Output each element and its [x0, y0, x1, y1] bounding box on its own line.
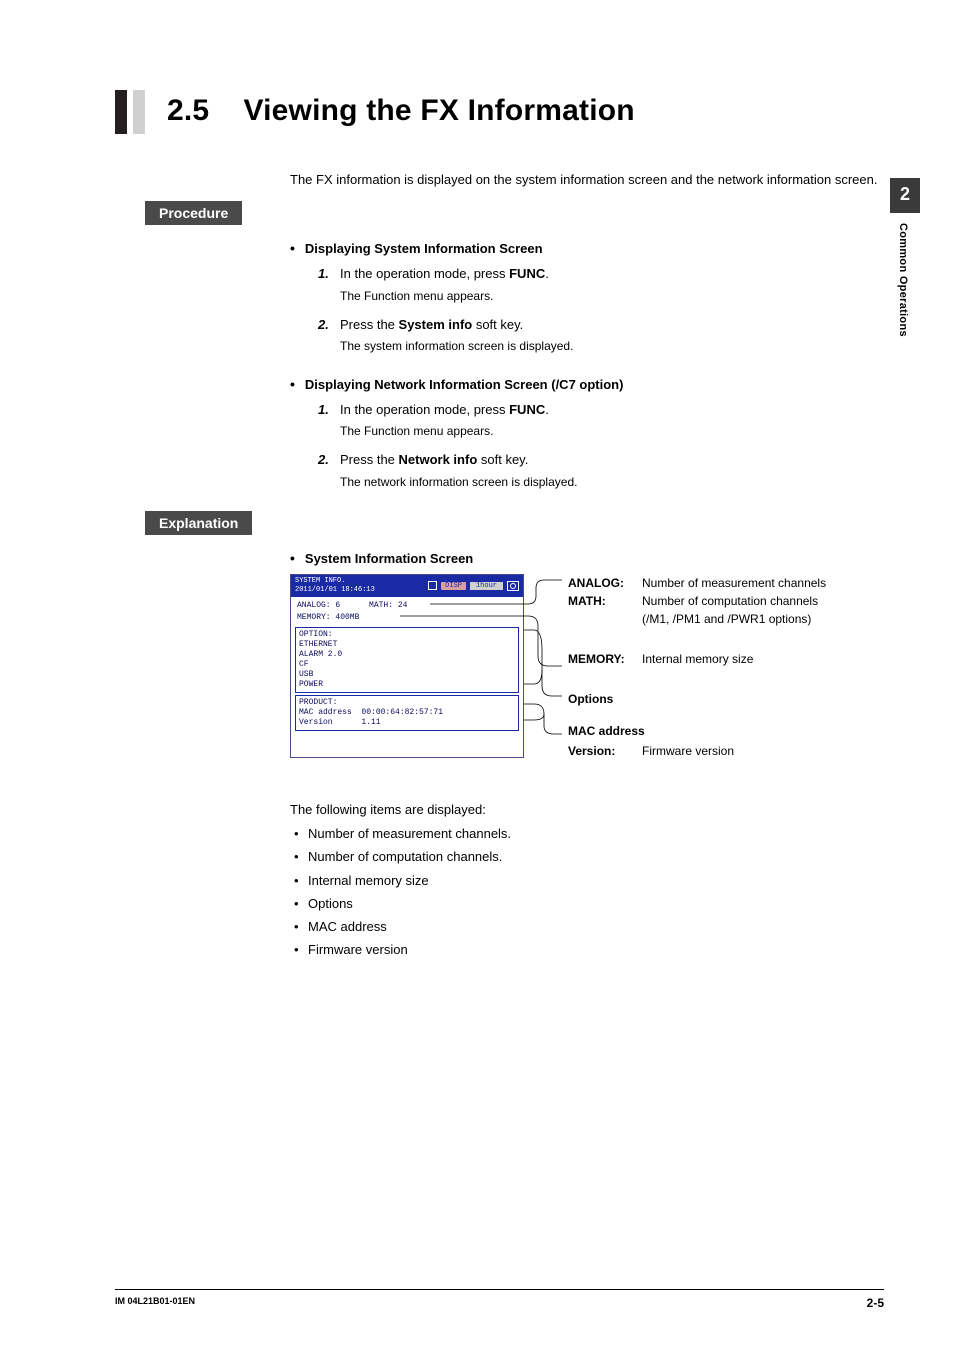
callout-memory-key: MEMORY:: [568, 650, 642, 668]
step-number: 1.: [318, 400, 340, 440]
step: 2. Press the System info soft key. The s…: [318, 315, 884, 355]
chapter-number-box: 2: [890, 178, 920, 213]
screen-row-memory: MEMORY: 400MB: [297, 613, 517, 623]
callout-options: Options: [568, 690, 826, 708]
list-item: Number of computation channels.: [290, 847, 884, 867]
step-text: In the operation mode, press FUNC.: [340, 266, 549, 281]
step-text: In the operation mode, press FUNC.: [340, 402, 549, 417]
callout-mac-key: MAC address: [568, 722, 826, 740]
screen-titlebar: SYSTEM INFO. 2011/01/01 18:46:13 DISP 1h…: [291, 575, 523, 597]
callout-math-sub: (/M1, /PM1 and /PWR1 options): [642, 610, 826, 628]
followup-block: The following items are displayed: Numbe…: [290, 800, 884, 960]
page: 2.5 Viewing the FX Information The FX in…: [0, 0, 954, 1350]
screen-option-box: OPTION: ETHERNET ALARM 2.0 CF USB POWER: [295, 627, 519, 693]
heading-number: 2.5: [167, 94, 209, 127]
step: 1. In the operation mode, press FUNC. Th…: [318, 400, 884, 440]
procedure-section-1-title: Displaying System Information Screen: [305, 239, 543, 259]
callout-memory: MEMORY: Internal memory size: [568, 650, 826, 668]
bullet-dot: •: [290, 549, 295, 569]
step-sub: The system information screen is display…: [340, 337, 573, 355]
footer-page-number: 2-5: [867, 1296, 884, 1310]
callout-options-key: Options: [568, 690, 826, 708]
callout-analog-key: ANALOG:: [568, 574, 642, 592]
system-info-screenshot: SYSTEM INFO. 2011/01/01 18:46:13 DISP 1h…: [290, 574, 524, 758]
step-number: 2.: [318, 450, 340, 490]
callout-analog-math: ANALOG: Number of measurement channels M…: [568, 574, 826, 628]
bullet-dot: •: [290, 375, 295, 395]
callout-math-val: Number of computation channels: [642, 592, 818, 610]
time-pill: 1hour: [470, 582, 503, 591]
step: 1. In the operation mode, press FUNC. Th…: [318, 264, 884, 304]
heading-bar-light: [133, 90, 145, 134]
section-heading: 2.5 Viewing the FX Information: [115, 90, 884, 134]
step-sub: The Function menu appears.: [340, 422, 549, 440]
disp-icon: [428, 581, 437, 590]
procedure-label: Procedure: [145, 201, 242, 225]
callout-version-key: Version:: [568, 742, 642, 760]
followup-list: Number of measurement channels. Number o…: [290, 824, 884, 960]
bullet-dot: •: [290, 239, 295, 259]
step-number: 1.: [318, 264, 340, 304]
step: 2. Press the Network info soft key. The …: [318, 450, 884, 490]
step-sub: The network information screen is displa…: [340, 473, 577, 491]
step-text: Press the Network info soft key.: [340, 452, 528, 467]
procedure-section-2: • Displaying Network Information Screen …: [290, 375, 884, 491]
step-sub: The Function menu appears.: [340, 287, 549, 305]
step-number: 2.: [318, 315, 340, 355]
disp-pill: DISP: [441, 582, 466, 591]
callout-column: ANALOG: Number of measurement channels M…: [568, 574, 826, 782]
screen-callout-row: SYSTEM INFO. 2011/01/01 18:46:13 DISP 1h…: [290, 574, 884, 782]
callout-memory-val: Internal memory size: [642, 650, 753, 668]
step-text: Press the System info soft key.: [340, 317, 523, 332]
list-item: Internal memory size: [290, 871, 884, 891]
callout-version-val: Firmware version: [642, 742, 734, 760]
intro-text: The FX information is displayed on the s…: [290, 170, 884, 191]
list-item: Options: [290, 894, 884, 914]
callout-math-key: MATH:: [568, 592, 642, 610]
list-item: Firmware version: [290, 940, 884, 960]
followup-intro: The following items are displayed:: [290, 800, 884, 820]
explanation-label: Explanation: [145, 511, 252, 535]
list-item: MAC address: [290, 917, 884, 937]
callout-analog-val: Number of measurement channels: [642, 574, 826, 592]
heading-text: 2.5 Viewing the FX Information: [145, 90, 635, 134]
screen-product-box: PRODUCT: MAC address 00:00:64:82:57:71 V…: [295, 695, 519, 731]
screen-row-analog: ANALOG: 6 MATH: 24: [297, 601, 517, 611]
camera-icon: [507, 581, 519, 591]
procedure-section-2-title: Displaying Network Information Screen (/…: [305, 375, 624, 395]
callout-mac: MAC address: [568, 722, 826, 740]
explanation-title: System Information Screen: [305, 549, 473, 569]
list-item: Number of measurement channels.: [290, 824, 884, 844]
callout-version: Version: Firmware version: [568, 742, 826, 760]
heading-bar-dark: [115, 90, 127, 134]
side-tab: 2 Common Operations: [890, 178, 920, 337]
page-footer: IM 04L21B01-01EN 2-5: [115, 1289, 884, 1310]
procedure-section-1: • Displaying System Information Screen 1…: [290, 239, 884, 355]
footer-doc-id: IM 04L21B01-01EN: [115, 1296, 195, 1310]
chapter-label: Common Operations: [890, 223, 909, 337]
heading-title: Viewing the FX Information: [243, 94, 634, 127]
